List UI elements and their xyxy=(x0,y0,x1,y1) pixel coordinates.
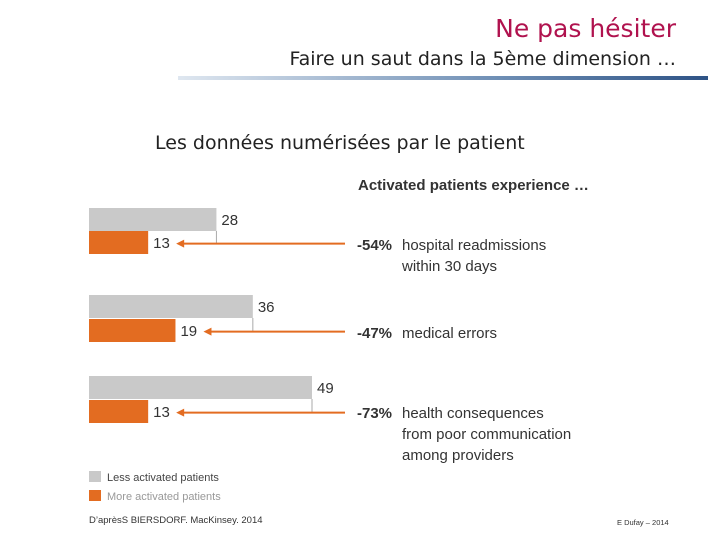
bar-less-activated xyxy=(89,295,253,318)
bar-more-activated xyxy=(89,319,176,342)
author-note: E Dufay – 2014 xyxy=(617,518,669,527)
source-note: D’aprèsS BIERSDORF. MacKinsey. 2014 xyxy=(89,515,263,526)
reduction-arrowhead xyxy=(203,327,212,336)
annotation-line: within 30 days xyxy=(401,258,497,275)
bar-label-more: 13 xyxy=(153,235,170,252)
bar-label-less: 49 xyxy=(317,380,334,397)
bar-less-activated xyxy=(89,208,217,231)
reduction-percent: -54% xyxy=(357,237,392,254)
reduction-percent: -47% xyxy=(357,325,392,342)
legend-swatch xyxy=(89,490,101,501)
annotation-line: health consequences xyxy=(402,405,544,422)
chart-title: Activated patients experience … xyxy=(358,177,589,194)
slide-title: Ne pas hésiter xyxy=(495,14,676,43)
annotation-line: hospital readmissions xyxy=(402,237,546,254)
reduction-arrowhead xyxy=(176,408,185,417)
bar-more-activated xyxy=(89,231,149,254)
bar-more-activated xyxy=(89,400,149,423)
reduction-percent: -73% xyxy=(357,405,392,422)
legend-label: More activated patients xyxy=(107,491,221,503)
legend-label: Less activated patients xyxy=(107,472,219,484)
annotation-line: among providers xyxy=(402,447,514,464)
bar-label-less: 36 xyxy=(258,299,275,316)
bar-label-less: 28 xyxy=(221,212,238,229)
bar-label-more: 19 xyxy=(180,323,197,340)
bar-less-activated xyxy=(89,376,312,399)
annotation-line: medical errors xyxy=(402,325,497,342)
header-rule xyxy=(178,76,708,80)
reduction-arrowhead xyxy=(176,239,185,248)
section-heading: Les données numérisées par le patient xyxy=(155,132,525,154)
bar-label-more: 13 xyxy=(153,404,170,421)
slide-subtitle: Faire un saut dans la 5ème dimension … xyxy=(289,48,676,70)
legend-swatch xyxy=(89,471,101,482)
annotation-line: from poor communication xyxy=(402,426,571,443)
